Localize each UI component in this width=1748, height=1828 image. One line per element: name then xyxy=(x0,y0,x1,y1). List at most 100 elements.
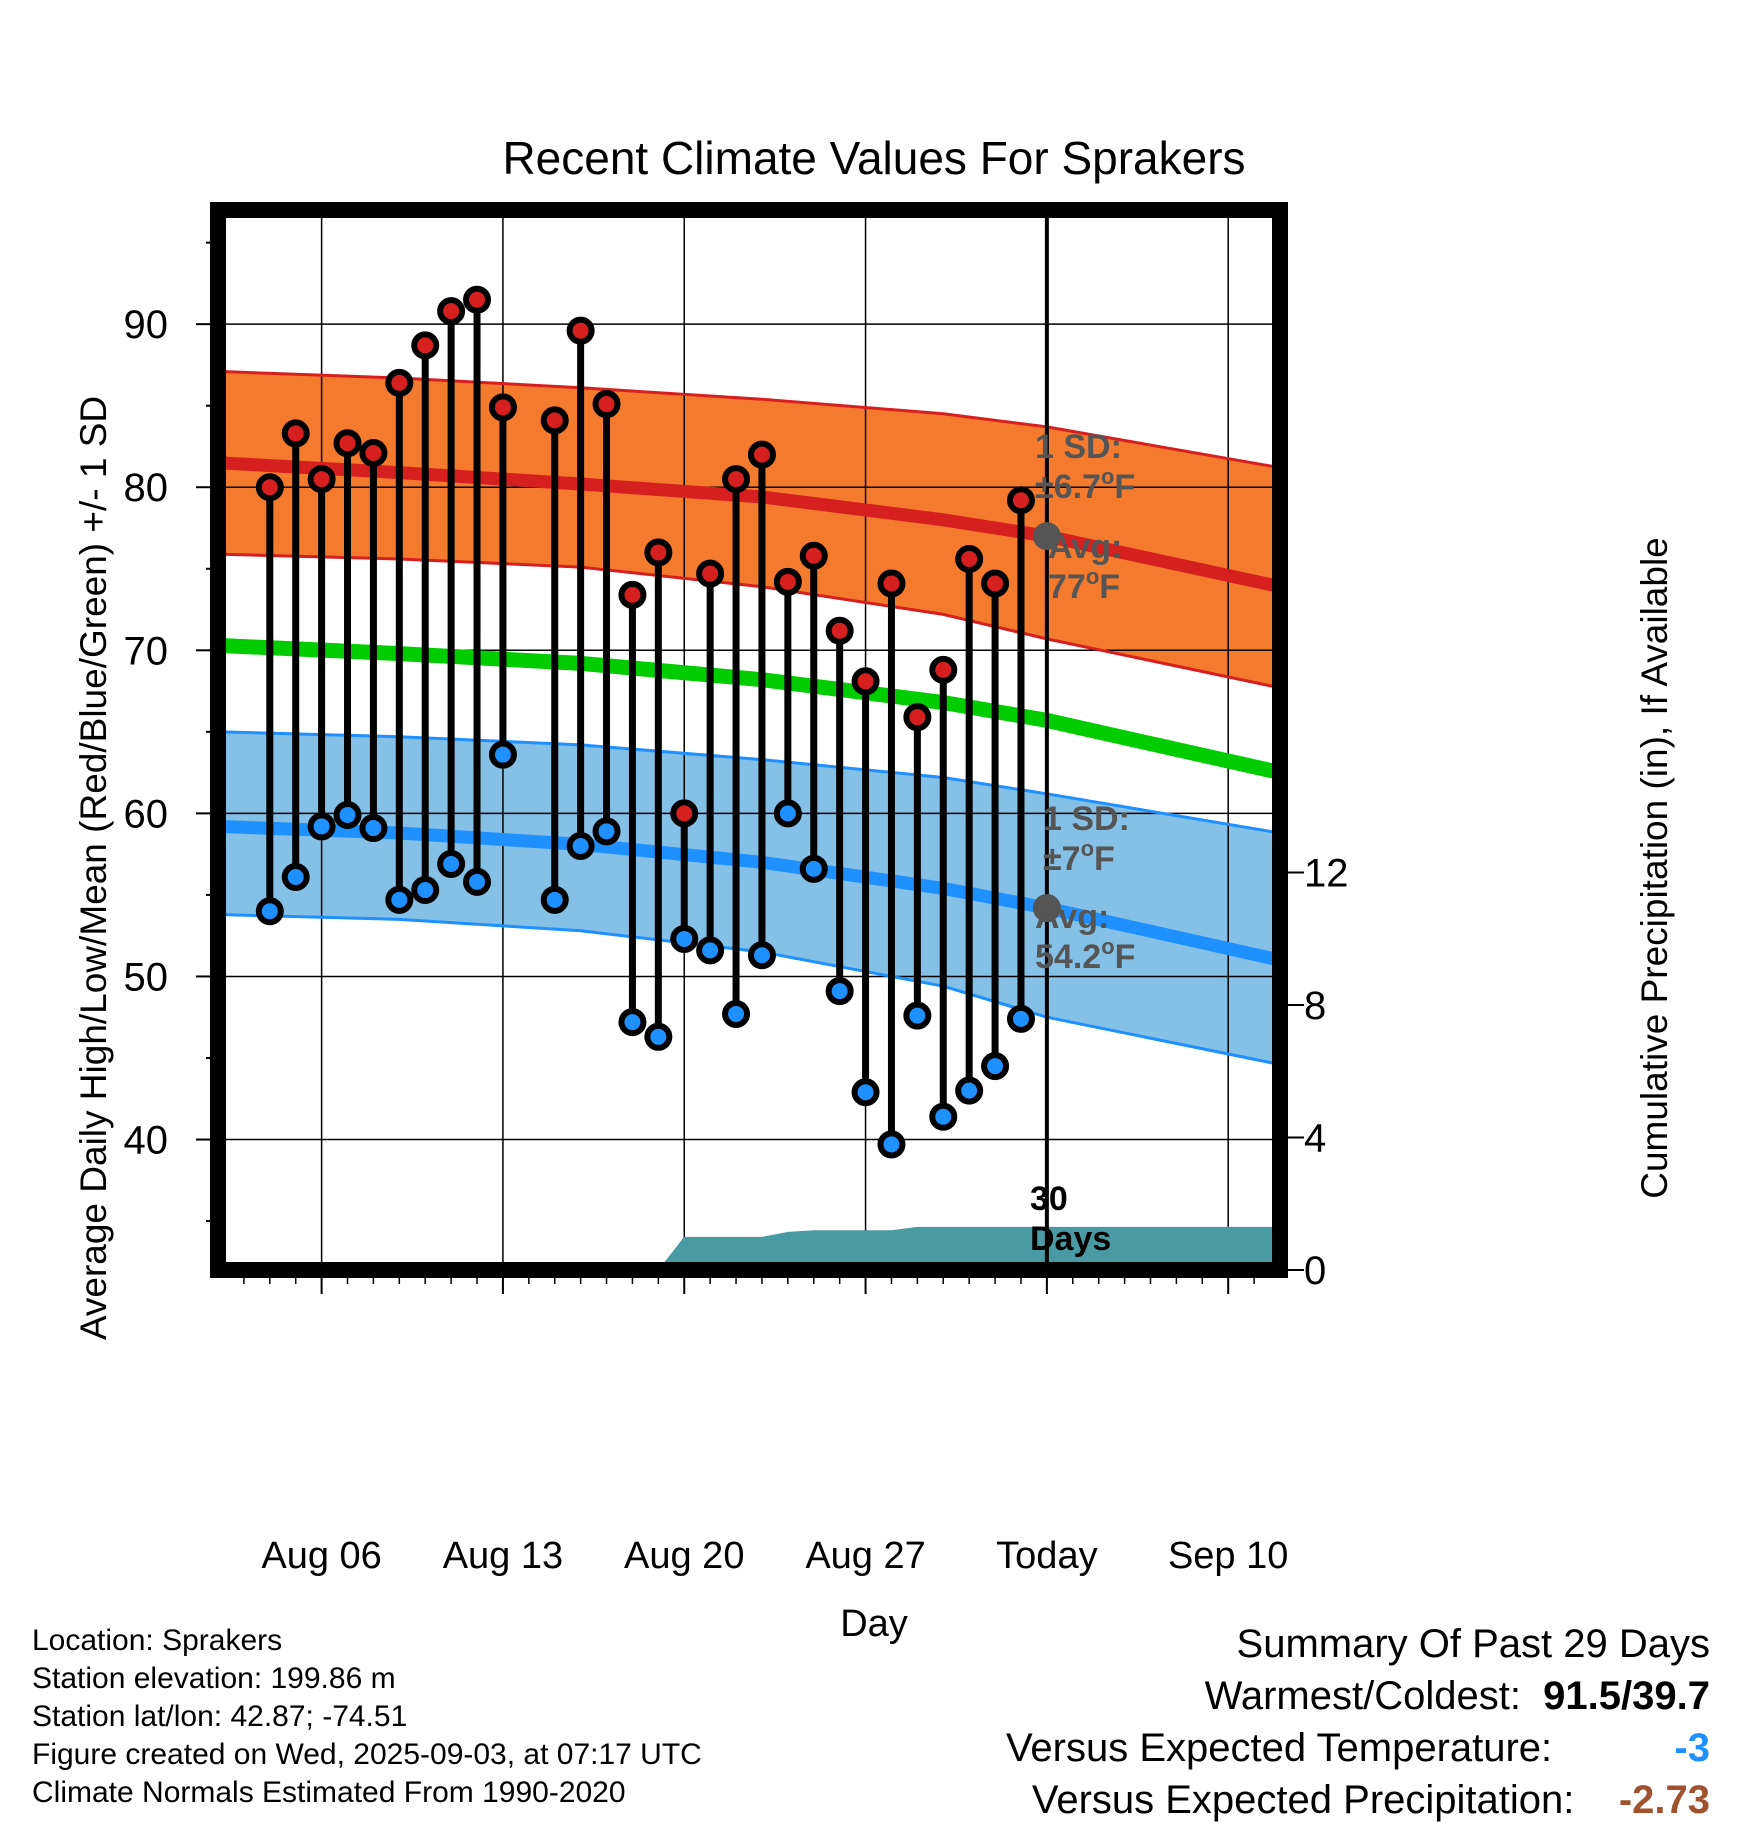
y-tick-label: 60 xyxy=(124,792,169,836)
high-point xyxy=(281,419,310,448)
y-axis-label: Average Daily High/Low/Mean (Red/Blue/Gr… xyxy=(73,396,114,1340)
high-point xyxy=(359,438,388,467)
summary-warm-cold: Warmest/Coldest: 91.5/39.7 xyxy=(1006,1670,1710,1722)
low-point xyxy=(566,832,595,860)
y-tick-label: 70 xyxy=(124,629,169,673)
normals-text: Climate Normals Estimated From 1990-2020 xyxy=(32,1776,626,1809)
precip-area xyxy=(658,1226,1280,1270)
created-text: Figure created on Wed, 2025-09-03, at 07… xyxy=(32,1738,702,1771)
low-point xyxy=(540,885,569,914)
low-point xyxy=(773,799,802,828)
low-point xyxy=(307,812,336,841)
x-axis-label: Day xyxy=(840,1603,908,1645)
x-tick-label: Sep 10 xyxy=(1168,1535,1288,1577)
high-point xyxy=(773,567,802,596)
x-tick-label: Aug 06 xyxy=(261,1535,381,1577)
low-point xyxy=(903,1001,932,1030)
y2-tick-label: 0 xyxy=(1304,1249,1326,1293)
high-point xyxy=(566,316,595,345)
low-point xyxy=(281,862,310,891)
high-sd-annotation: 1 SD: ±6.7oF xyxy=(1035,428,1135,506)
low-point xyxy=(929,1102,958,1131)
low-point xyxy=(877,1130,906,1159)
y-tick-label: 80 xyxy=(124,466,169,510)
location-text: Location: Sprakers xyxy=(32,1624,283,1657)
x-tick-label: Today xyxy=(996,1535,1097,1577)
low-point xyxy=(437,849,466,878)
temp-label: Versus Expected Temperature: xyxy=(1005,1726,1553,1770)
low-sd-band xyxy=(218,731,1280,1065)
high-point xyxy=(825,616,854,645)
low-point xyxy=(255,897,284,926)
low-point xyxy=(799,854,828,883)
high-point xyxy=(747,440,776,469)
high-point xyxy=(488,393,517,422)
low-point xyxy=(722,999,751,1028)
high-point xyxy=(437,297,466,326)
y2-tick-label: 8 xyxy=(1304,984,1326,1028)
high-point xyxy=(799,541,828,570)
high-avg-annotation: Avg: 77oF xyxy=(1048,528,1122,606)
warm-cold-value: 91.5/39.7 xyxy=(1543,1674,1710,1718)
temp-value: -3 xyxy=(1674,1726,1710,1770)
high-point xyxy=(307,465,336,494)
x-tick-label: Aug 20 xyxy=(624,1535,744,1577)
plot-area: 1 SD: ±6.7oF Avg: 77oF 1 SD: ±7oF Avg: 54.2oF 30… xyxy=(124,202,1349,1577)
high-point xyxy=(877,569,906,598)
low-point xyxy=(333,801,362,830)
elevation-text: Station elevation: 199.86 m xyxy=(32,1662,396,1695)
x-tick-label: Aug 13 xyxy=(443,1535,563,1577)
high-point xyxy=(929,655,958,684)
low-point xyxy=(385,885,414,914)
low-point xyxy=(644,1022,673,1051)
y2-tick-label: 12 xyxy=(1304,852,1349,896)
high-point xyxy=(618,580,647,609)
station-info: Location: Sprakers Station elevation: 19… xyxy=(32,1622,702,1812)
low-avg-marker xyxy=(1032,893,1061,922)
high-point xyxy=(1006,486,1035,515)
high-point xyxy=(722,465,751,494)
low-point xyxy=(851,1078,880,1107)
y-tick-label: 50 xyxy=(124,955,169,999)
y-tick-label: 90 xyxy=(124,303,169,347)
high-point xyxy=(644,538,673,567)
high-avg-marker xyxy=(1032,522,1061,551)
low-point xyxy=(592,817,621,846)
low-point xyxy=(618,1008,647,1037)
high-point xyxy=(851,667,880,696)
summary-precip: Versus Expected Precipitation: -2.73 xyxy=(1006,1774,1710,1826)
high-point xyxy=(333,429,362,458)
low-avg-annotation: Avg: 54.2oF xyxy=(1035,898,1135,976)
low-point xyxy=(1006,1004,1035,1033)
low-sd-annotation: 1 SD: ±7oF xyxy=(1043,800,1130,878)
low-point xyxy=(747,941,776,970)
low-point xyxy=(488,740,517,769)
high-point xyxy=(255,473,284,502)
high-point xyxy=(463,285,492,314)
high-point xyxy=(592,390,621,419)
high-point xyxy=(411,331,440,360)
period-annotation: 30 Days xyxy=(1030,1180,1111,1258)
high-point xyxy=(696,559,725,588)
y2-tick-label: 4 xyxy=(1304,1117,1326,1161)
plot-frame xyxy=(210,202,1288,1278)
low-point xyxy=(463,867,492,896)
y-tick-label: 40 xyxy=(124,1119,169,1163)
low-point xyxy=(411,876,440,905)
low-point xyxy=(955,1076,984,1105)
high-point xyxy=(670,799,699,828)
high-sd-band xyxy=(218,371,1280,688)
high-point xyxy=(955,544,984,573)
low-point xyxy=(825,977,854,1006)
y2-axis-label: Cumulative Precipitation (in), If Availa… xyxy=(1634,537,1675,1199)
high-point xyxy=(903,703,932,732)
precip-value: -2.73 xyxy=(1618,1778,1710,1822)
summary-panel: Summary Of Past 29 Days Warmest/Coldest:… xyxy=(1006,1618,1710,1826)
summary-temp: Versus Expected Temperature: -3 xyxy=(1006,1722,1710,1774)
high-point xyxy=(540,406,569,435)
chart-title: Recent Climate Values For Sprakers xyxy=(502,132,1245,184)
low-point xyxy=(670,924,699,953)
x-tick-label: Aug 27 xyxy=(805,1535,925,1577)
high-point xyxy=(385,368,414,397)
